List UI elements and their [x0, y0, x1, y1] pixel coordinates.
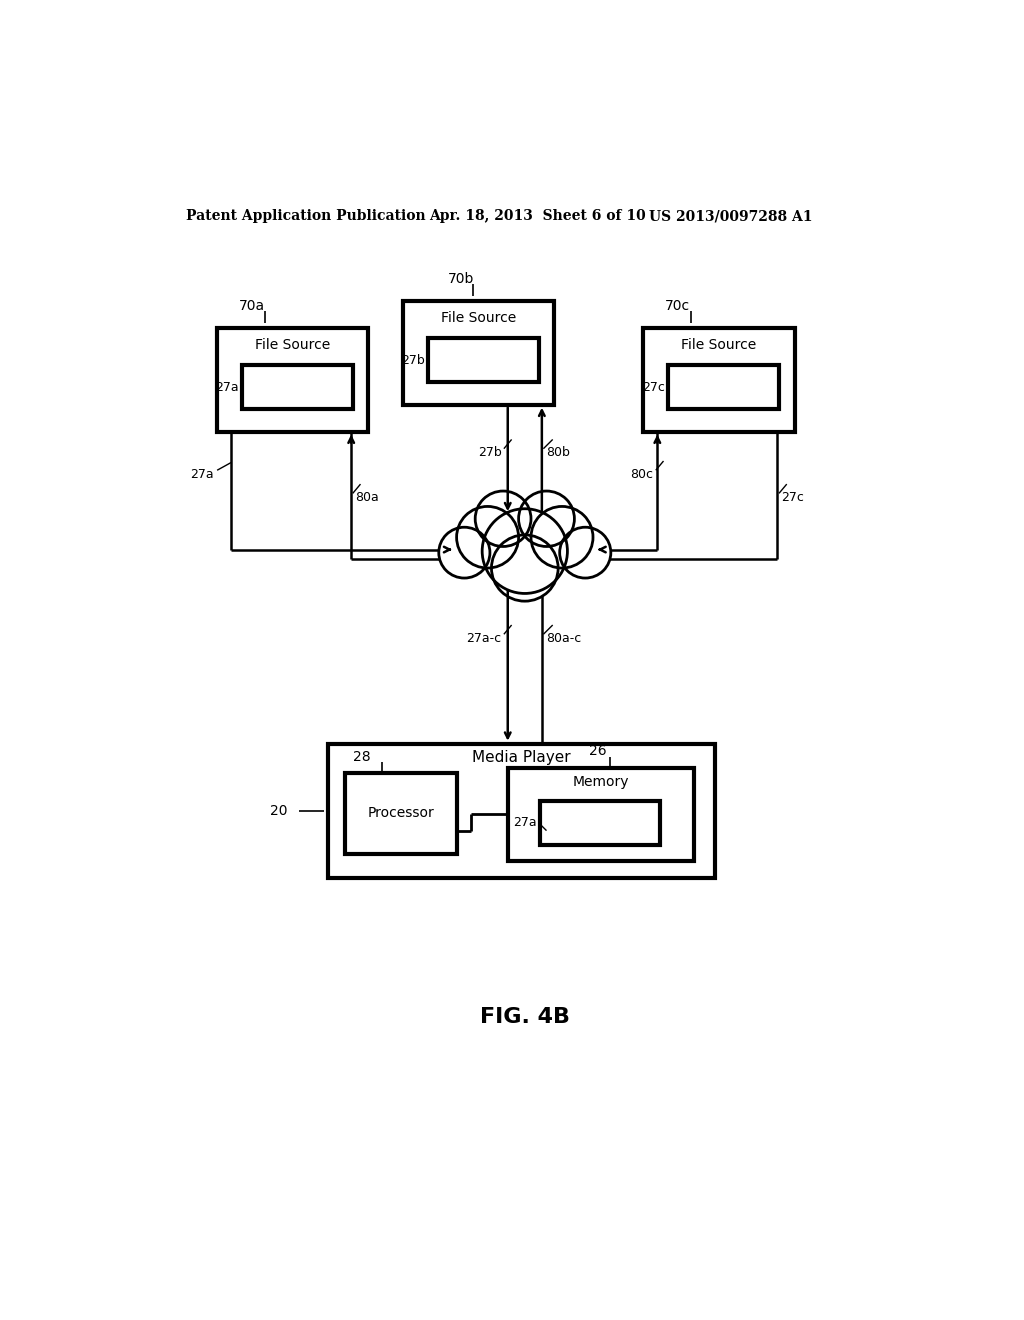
- FancyBboxPatch shape: [428, 338, 539, 383]
- Text: 80a: 80a: [355, 491, 379, 504]
- Polygon shape: [455, 502, 595, 562]
- Text: 80c: 80c: [631, 467, 653, 480]
- FancyBboxPatch shape: [643, 327, 795, 432]
- Text: 70a: 70a: [239, 300, 265, 313]
- Text: Apr. 18, 2013  Sheet 6 of 10: Apr. 18, 2013 Sheet 6 of 10: [429, 209, 645, 223]
- Text: 27a: 27a: [215, 380, 239, 393]
- Text: 27c: 27c: [781, 491, 804, 504]
- Text: FIG. 4B: FIG. 4B: [480, 1007, 569, 1027]
- Circle shape: [531, 507, 593, 568]
- Circle shape: [492, 535, 558, 601]
- Circle shape: [475, 491, 531, 546]
- Text: 80a-c: 80a-c: [546, 631, 581, 644]
- Circle shape: [438, 527, 489, 578]
- Text: 27a: 27a: [514, 816, 538, 829]
- FancyBboxPatch shape: [508, 768, 693, 861]
- Circle shape: [518, 491, 574, 546]
- Circle shape: [560, 527, 611, 578]
- FancyBboxPatch shape: [541, 800, 660, 845]
- Text: 27a-c: 27a-c: [466, 631, 502, 644]
- Text: 28: 28: [352, 751, 371, 764]
- Text: Processor: Processor: [368, 807, 434, 820]
- Text: Memory: Memory: [572, 775, 629, 789]
- Text: File Source: File Source: [255, 338, 331, 351]
- Text: Media Player: Media Player: [472, 750, 571, 766]
- Text: Patent Application Publication: Patent Application Publication: [186, 209, 426, 223]
- Circle shape: [457, 507, 518, 568]
- FancyBboxPatch shape: [242, 364, 352, 409]
- Text: File Source: File Source: [441, 310, 516, 325]
- Text: 27c: 27c: [642, 380, 665, 393]
- FancyBboxPatch shape: [669, 364, 779, 409]
- Text: 80b: 80b: [546, 446, 569, 459]
- Circle shape: [482, 508, 567, 594]
- Text: 20: 20: [270, 804, 288, 817]
- Text: 27b: 27b: [478, 446, 502, 459]
- Text: 26: 26: [589, 744, 607, 758]
- Text: US 2013/0097288 A1: US 2013/0097288 A1: [649, 209, 812, 223]
- Text: 70c: 70c: [665, 300, 690, 313]
- FancyBboxPatch shape: [345, 774, 458, 854]
- FancyBboxPatch shape: [217, 327, 369, 432]
- FancyBboxPatch shape: [328, 743, 716, 878]
- FancyBboxPatch shape: [403, 301, 554, 405]
- Text: 70b: 70b: [449, 272, 474, 286]
- Text: 27b: 27b: [401, 354, 425, 367]
- Text: File Source: File Source: [681, 338, 757, 351]
- Text: 27a: 27a: [190, 467, 214, 480]
